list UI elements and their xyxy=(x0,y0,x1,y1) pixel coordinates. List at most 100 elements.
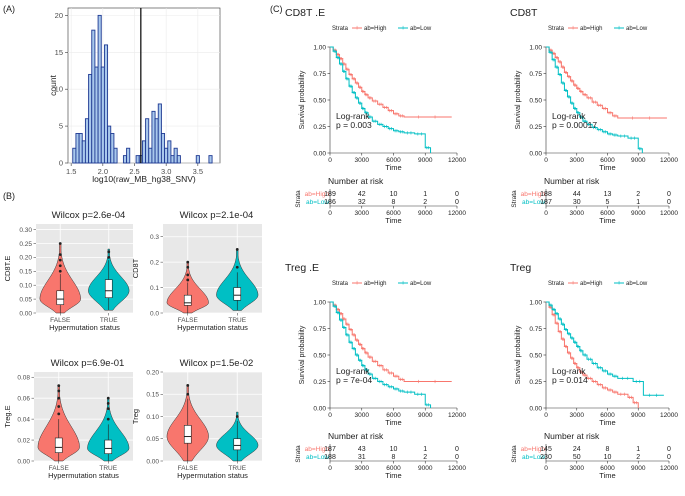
v4-ytick-label: 0.20 xyxy=(146,369,159,376)
km2-censor-mark xyxy=(555,65,559,69)
v2-ytick-label: 0.2 xyxy=(150,259,159,266)
km4-censor-mark xyxy=(620,376,624,380)
hist-bar xyxy=(103,44,109,164)
km3-legend-mark: + xyxy=(355,280,359,287)
km3-risk-row-label: ab=Low xyxy=(306,454,329,461)
km2-legend-mark: + xyxy=(571,25,575,32)
hist-bar xyxy=(157,103,162,164)
km3-censor-mark xyxy=(355,338,360,342)
v3-outlier xyxy=(57,389,61,393)
v3-ytick-label: 0.06 xyxy=(17,395,30,402)
km3-xlabel: Time xyxy=(385,418,401,427)
km1-ytick-label: 0.75 xyxy=(313,71,326,78)
km3-legend-label: ab=High xyxy=(364,281,387,287)
hist-bar xyxy=(110,133,115,164)
km4-censor-mark xyxy=(604,369,608,373)
hist-bar xyxy=(148,147,153,164)
v4-ytick-label: 0.05 xyxy=(146,436,159,443)
v3-outlier xyxy=(57,405,61,408)
km2-censor-mark xyxy=(558,72,562,77)
km1-censor-mark xyxy=(343,69,347,73)
km1-censor-mark xyxy=(400,130,404,134)
v1-xlabel: Hypermutation status xyxy=(49,323,120,332)
km1-censor-mark xyxy=(352,90,356,95)
km1-censor-mark xyxy=(355,96,360,100)
km4-censor-mark xyxy=(614,390,618,394)
v3-ytick-label: 0.08 xyxy=(17,375,30,382)
v1-outlier xyxy=(58,264,62,268)
km4-risk-row-label: ab=Low xyxy=(522,454,545,461)
v1-outlier xyxy=(58,242,62,245)
km4-censor-mark xyxy=(598,383,603,387)
hist-bar xyxy=(176,155,181,164)
km2-legend-label: ab=High xyxy=(580,26,603,32)
km2-risk-xtick-label: 0 xyxy=(544,210,548,217)
km2-censor-mark xyxy=(629,136,633,140)
km2-risk-strata-label: Strata xyxy=(511,190,518,208)
hist-bar xyxy=(91,29,96,164)
km4-censor-mark xyxy=(598,366,603,370)
km1-censor-mark xyxy=(349,84,353,88)
km3-censor-mark xyxy=(359,358,363,362)
hist-bar xyxy=(195,155,200,164)
v2-ytick-label: 0.0 xyxy=(150,310,159,317)
km1-risk-strata-label: Strata xyxy=(295,190,302,208)
km2-ylabel: Survival probability xyxy=(515,70,522,129)
km1-risk-xtick-label: 3000 xyxy=(355,210,370,217)
v3-outlier xyxy=(106,396,110,400)
hist-bar xyxy=(78,133,83,164)
km1-censor-mark xyxy=(339,57,344,61)
v3-xlabel: Hypermutation status xyxy=(48,471,119,480)
km1-censor-mark xyxy=(346,67,350,71)
km3-risk-row-label: ab=High xyxy=(305,446,330,453)
km1-risk-value: 0 xyxy=(455,191,459,198)
km2-xtick-label: 9000 xyxy=(631,157,646,164)
km3-ytick-label: 0.50 xyxy=(313,352,326,359)
hist-xtick-label: 3.5 xyxy=(193,167,203,176)
km1-censor-mark xyxy=(374,119,378,123)
km2-risk-xtick-label: 12000 xyxy=(660,210,678,217)
km1-curve-high xyxy=(330,46,452,118)
km2-risk-value: 13 xyxy=(604,191,612,198)
km4-censor-mark xyxy=(577,344,581,349)
km1-ytick-label: 1.00 xyxy=(313,44,326,51)
km3-censor-mark xyxy=(374,359,378,363)
km4-risk-value: 0 xyxy=(667,454,671,461)
km4-censor-mark xyxy=(629,395,633,399)
km1-censor-mark xyxy=(416,132,420,136)
hist-ylabel: count xyxy=(48,74,58,95)
km1-censor-mark xyxy=(405,131,409,135)
km1-censor-mark xyxy=(379,102,383,106)
km4-risk-value: 8 xyxy=(606,446,610,453)
v2-title: Wilcox p=2.1e-04 xyxy=(180,210,254,221)
km1-censor-mark xyxy=(384,124,388,129)
km3-censor-mark xyxy=(384,383,388,387)
km4-censor-mark xyxy=(614,374,618,378)
km4-risk-value: 2 xyxy=(636,454,640,461)
hist-bar xyxy=(97,14,102,164)
km4-censor-mark xyxy=(647,393,652,397)
km2-censor-mark xyxy=(593,125,598,130)
v4-ylabel: Treg xyxy=(131,409,140,424)
km1-xlabel: Time xyxy=(385,163,401,172)
km3-risk-value: 0 xyxy=(455,454,459,461)
v2-xtick-label: FALSE xyxy=(178,317,199,324)
km4-censor-mark xyxy=(555,321,559,325)
km4-xtick-label: 6000 xyxy=(600,412,615,419)
v3-box xyxy=(104,439,113,454)
km4-risk-strata-label: Strata xyxy=(511,445,518,463)
km3-xtick-label: 9000 xyxy=(418,412,433,419)
km3-ytick-label: 1.00 xyxy=(313,299,326,306)
km4-censor-mark xyxy=(588,357,592,361)
hist-bar xyxy=(88,73,93,164)
km1-risk-xtick-label: 9000 xyxy=(418,210,433,217)
v1-xtick-label: FALSE xyxy=(50,317,71,324)
km2-censor-mark xyxy=(588,96,592,100)
km2-risk-value: 2 xyxy=(636,191,640,198)
km4-ytick-label: 0.50 xyxy=(529,352,542,359)
v3-ytick-label: 0.04 xyxy=(17,416,30,423)
km1-censor-mark xyxy=(433,115,437,119)
km1-risk-value: 8 xyxy=(392,199,396,206)
km4-risk-xlabel: Time xyxy=(599,471,615,480)
km2-risk-value: 30 xyxy=(573,199,581,206)
